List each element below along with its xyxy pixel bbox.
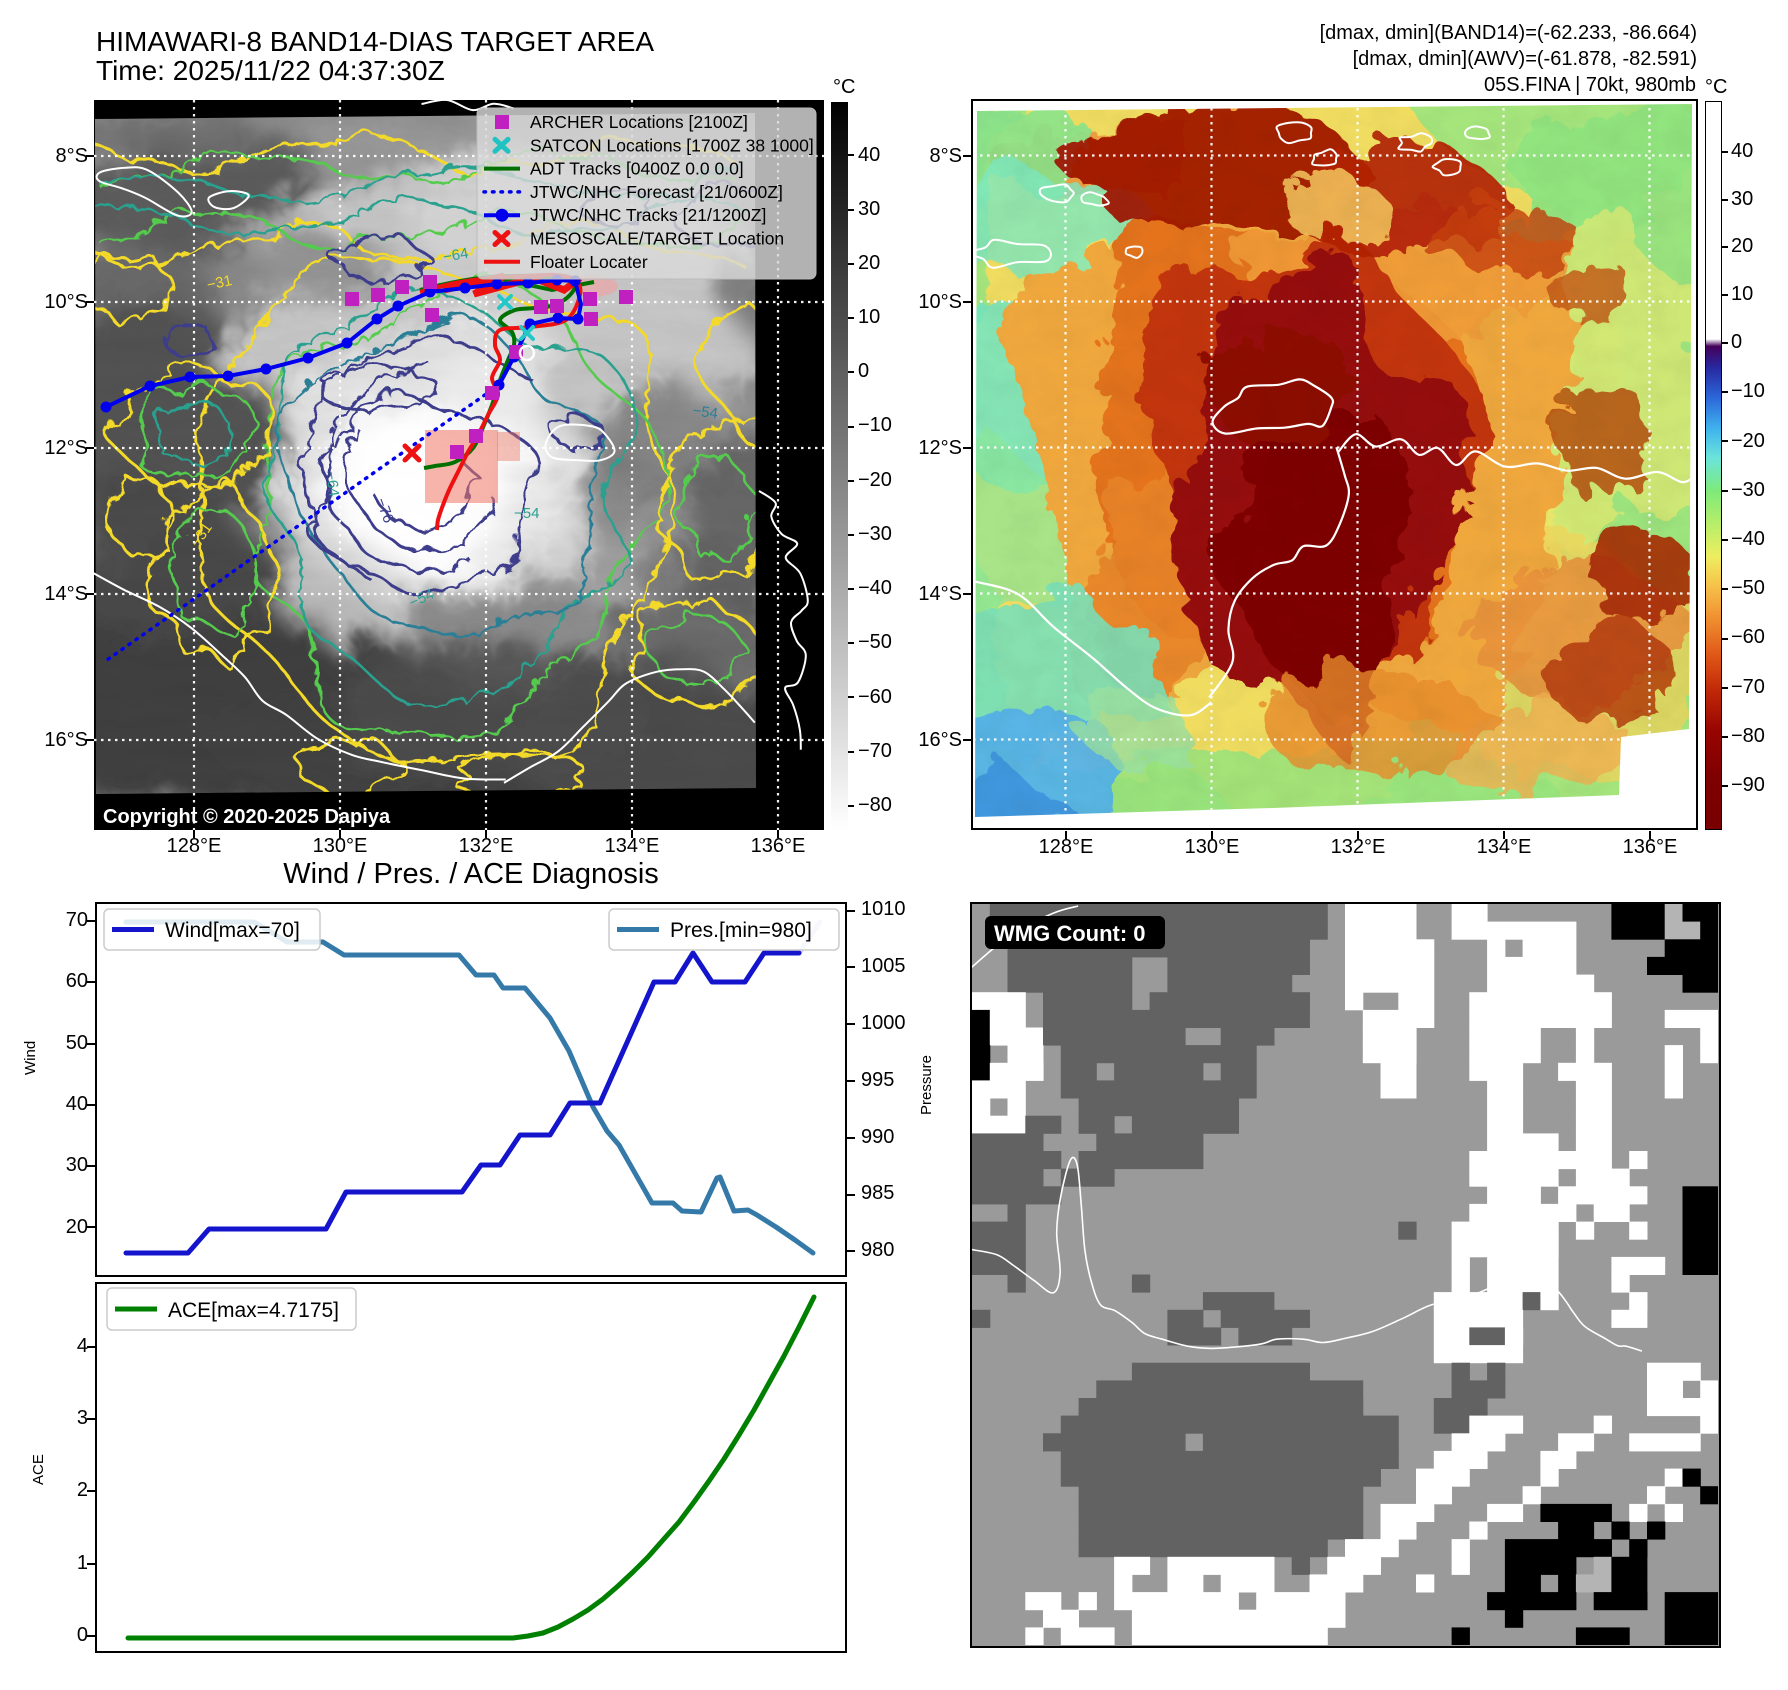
- svg-text:JTWC/NHC Tracks [21/1200Z]: JTWC/NHC Tracks [21/1200Z]: [530, 205, 766, 225]
- svg-text:−31: −31: [205, 272, 233, 294]
- svg-text:−54: −54: [691, 402, 719, 422]
- svg-text:−64: −64: [322, 470, 342, 498]
- svg-text:ARCHER Locations [2100Z]: ARCHER Locations [2100Z]: [530, 112, 748, 132]
- svg-text:Copyright © 2020-2025 Dapiya: Copyright © 2020-2025 Dapiya: [103, 806, 391, 828]
- svg-text:SATCON Locations [1700Z 38 100: SATCON Locations [1700Z 38 1000]: [530, 135, 814, 155]
- svg-text:JTWC/NHC Forecast [21/0600Z]: JTWC/NHC Forecast [21/0600Z]: [530, 182, 783, 202]
- svg-text:Floater Locater: Floater Locater: [530, 252, 648, 272]
- svg-text:−64: −64: [442, 245, 470, 266]
- svg-text:ACE[max=4.7175]: ACE[max=4.7175]: [168, 1299, 339, 1322]
- svg-text:ADT Tracks [0400Z 0.0 0.0]: ADT Tracks [0400Z 0.0 0.0]: [530, 159, 744, 179]
- svg-text:−54: −54: [514, 505, 539, 522]
- svg-text:Wind[max=70]: Wind[max=70]: [165, 919, 300, 942]
- svg-text:Pres.[min=980]: Pres.[min=980]: [670, 919, 812, 942]
- svg-text:WMG Count: 0: WMG Count: 0: [994, 921, 1146, 946]
- svg-text:MESOSCALE/TARGET Location: MESOSCALE/TARGET Location: [530, 229, 784, 249]
